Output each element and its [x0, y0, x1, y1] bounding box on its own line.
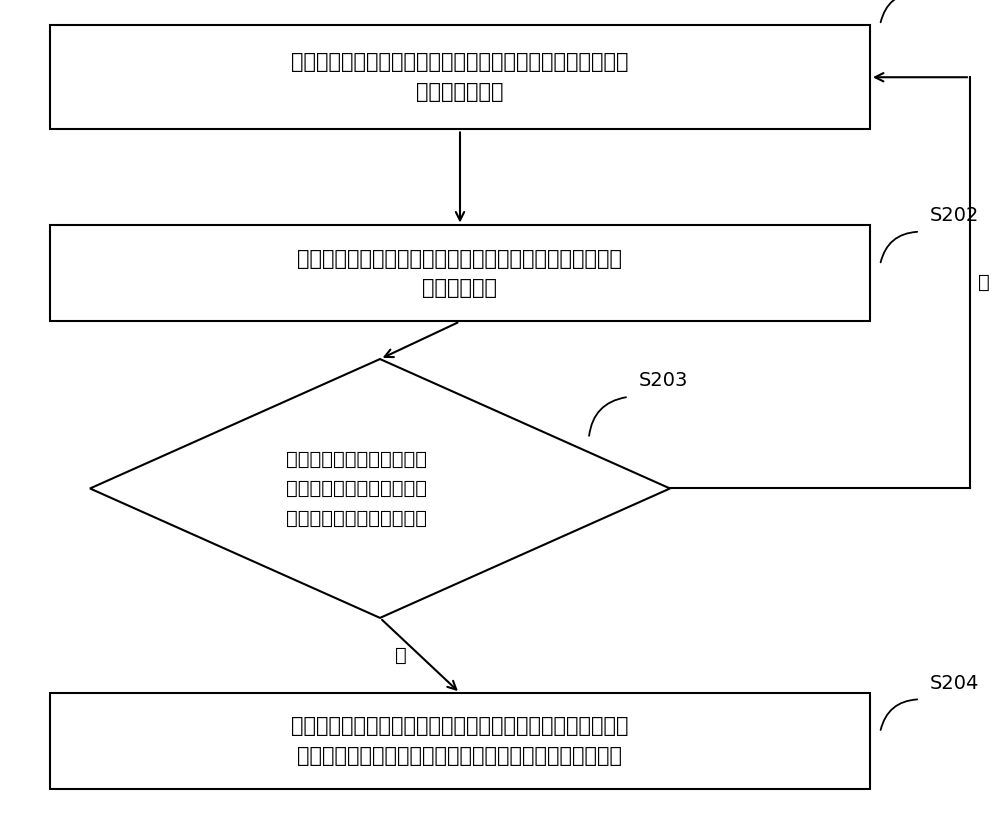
Text: 在计时操作的计时时间达到预定时间阈值时，确定当前时刻
的机箱内压力: 在计时操作的计时时间达到预定时间阈值时，确定当前时刻 的机箱内压力 [297, 249, 622, 298]
Polygon shape [90, 359, 670, 618]
Text: S203: S203 [639, 371, 688, 390]
Text: 在机箱内压力小于第一预设压力的情况下，停止抽真空操作，
并开启计时操作: 在机箱内压力小于第一预设压力的情况下，停止抽真空操作， 并开启计时操作 [291, 53, 629, 102]
Text: S202: S202 [930, 206, 979, 225]
FancyBboxPatch shape [50, 225, 870, 321]
FancyBboxPatch shape [50, 693, 870, 789]
FancyBboxPatch shape [50, 25, 870, 129]
Text: S204: S204 [930, 674, 979, 693]
Text: 在计时操作的计时时间达到预定时间阈值时的机箱内压力未超
过第二预设压力时，确定机箱的真空度满足预设真空度要求: 在计时操作的计时时间达到预定时间阈值时的机箱内压力未超 过第二预设压力时，确定机… [291, 716, 629, 766]
Text: 是: 是 [395, 646, 407, 665]
Text: 判断计时操作的计时时间达
到预定时间阈值时的机箱内
压力是否超过第二预设压力: 判断计时操作的计时时间达 到预定时间阈值时的机箱内 压力是否超过第二预设压力 [286, 449, 427, 528]
Text: 否: 否 [978, 273, 990, 292]
